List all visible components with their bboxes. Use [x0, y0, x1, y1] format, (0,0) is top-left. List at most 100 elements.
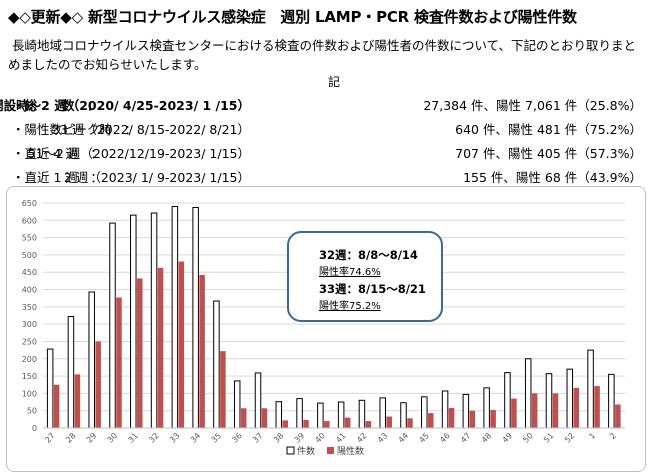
x-tick-label: 43 [376, 431, 390, 445]
bar-total [587, 349, 594, 429]
summary-label: ・直近 1 週 ： [12, 170, 103, 185]
summary-period: 51～2 週（2022/12/19-2023/ 1/15） [27, 146, 250, 161]
y-tick-label: 150 [22, 372, 37, 381]
bar-positive [282, 420, 289, 428]
bar-total [109, 222, 116, 429]
x-tick-label: 50 [521, 431, 535, 445]
bar-total [46, 348, 54, 429]
summary-row-peak: ・陽性数ピーク時 ： 33 週（2022/ 8/15-2022/ 8/21） 6… [12, 119, 642, 143]
chart-container: 0 50 100 150 200 250 300 350 400 450 500 550 600 650 2… [6, 186, 646, 472]
legend-swatch-positive [327, 447, 334, 454]
bar-positive [531, 393, 538, 428]
bar-total [337, 401, 345, 429]
y-tick-label: 100 [22, 389, 37, 398]
bar-positive [469, 410, 476, 428]
summary-result: 707 件、陽性 405 件（57.3%） [455, 146, 642, 161]
y-tick-label: 600 [22, 216, 37, 225]
bar-positive [74, 374, 81, 428]
x-tick-label: 49 [501, 431, 515, 445]
bar-total [233, 380, 241, 429]
x-tick-label: 35 [210, 431, 224, 445]
callout-week32: 32週：8/8～8/14 [319, 248, 418, 262]
bar-total [441, 390, 449, 429]
x-tick-label: 29 [85, 431, 99, 445]
callout-rate32: 陽性率74.6% [319, 267, 381, 278]
bar-positive [552, 393, 559, 428]
y-tick-label: 250 [22, 337, 37, 346]
x-tick-label: 41 [334, 431, 348, 445]
callout-week33: 33週：8/15～8/21 [319, 282, 426, 296]
y-tick-label: 0 [32, 424, 37, 433]
bar-total [275, 401, 283, 429]
bar-positive [95, 341, 101, 428]
bar-total [462, 393, 470, 429]
bar-total [150, 212, 158, 429]
bar-total [483, 387, 490, 429]
bar-total [358, 399, 366, 429]
bar-positive [157, 267, 164, 428]
x-tick-label: 1 [587, 431, 597, 441]
y-tick-label: 350 [22, 303, 37, 312]
bar-total [192, 207, 199, 429]
x-tick-label: 28 [64, 431, 78, 445]
callout-rate33: 陽性率75.2% [319, 301, 381, 312]
x-tick-label: 27 [43, 431, 57, 445]
summary-period: 開設時～2 週（2020/ 4/25-2023/ 1 /15） [0, 98, 250, 113]
page-title: ◆◇更新◆◇ 新型コロナウイルス感染症 週別 LAMP・PCR 検査件数および陽… [8, 8, 577, 26]
bar-total [171, 205, 179, 429]
x-tick-label: 39 [293, 431, 307, 445]
bar-total [400, 402, 407, 429]
x-tick-label: 47 [459, 431, 473, 445]
y-tick-label: 50 [27, 407, 37, 416]
bar-positive [344, 417, 351, 428]
y-tick-label: 300 [22, 320, 37, 329]
summary-label: ・直近 4 週 ： [12, 146, 103, 161]
legend-swatch-total [286, 446, 295, 455]
bar-positive [324, 421, 330, 428]
bar-positive [53, 384, 60, 428]
bar-total [545, 373, 553, 429]
summary-row-last1: ・直近 1 週 ： 2 週（2023/ 1/ 9-2023/ 1/15） 155… [12, 167, 642, 191]
bar-positive [240, 408, 247, 428]
summary-period: 33 週（2022/ 8/15-2022/ 8/21） [51, 122, 250, 137]
legend-label-total: 件数 [297, 445, 315, 457]
bar-positive [428, 413, 434, 428]
summary-result: 155 件、陽性 68 件（43.9%） [463, 170, 642, 185]
x-tick-label: 34 [189, 431, 203, 445]
summary-result: 640 件、陽性 481 件（75.2%） [455, 122, 642, 137]
bar-total [88, 291, 95, 429]
legend-label-positive: 陽性数 [337, 445, 364, 457]
x-tick-label: 30 [106, 431, 120, 445]
y-tick-label: 200 [22, 355, 37, 364]
bar-total [254, 372, 262, 429]
peak-callout: 32週：8/8～8/14 陽性率74.6% 33週：8/15～8/21 陽性率7… [287, 231, 443, 322]
summary-label: ・陽性数ピーク時 ： [12, 122, 138, 137]
bar-total [130, 214, 137, 429]
bar-total [421, 396, 428, 429]
y-tick-label: 650 [22, 199, 37, 208]
x-tick-label: 37 [251, 431, 265, 445]
y-tick-label: 450 [22, 268, 37, 277]
ki-mark: 記 [328, 75, 341, 89]
bar-positive [511, 398, 517, 428]
bar-positive [199, 275, 205, 428]
summary-label: ・総 数 ： [12, 98, 100, 113]
bar-total [504, 372, 511, 429]
bar-total [296, 398, 303, 429]
bar-positive [261, 408, 268, 428]
x-tick-label: 48 [480, 431, 494, 445]
bar-positive [615, 404, 621, 428]
bar-total [524, 358, 532, 429]
bar-positive [116, 297, 122, 428]
bar-positive [303, 420, 309, 428]
x-tick-label: 46 [438, 431, 452, 445]
bar-positive [386, 416, 392, 428]
bar-positive [407, 418, 413, 428]
x-tick-label: 33 [168, 431, 182, 445]
x-tick-label: 42 [355, 431, 369, 445]
bar-positive [137, 278, 143, 428]
summary-table: ・総 数 ： 開設時～2 週（2020/ 4/25-2023/ 1 /15） 2… [0, 95, 642, 191]
x-tick-label: 38 [272, 431, 286, 445]
bar-total [566, 368, 574, 429]
x-tick-label: 2 [608, 431, 618, 441]
